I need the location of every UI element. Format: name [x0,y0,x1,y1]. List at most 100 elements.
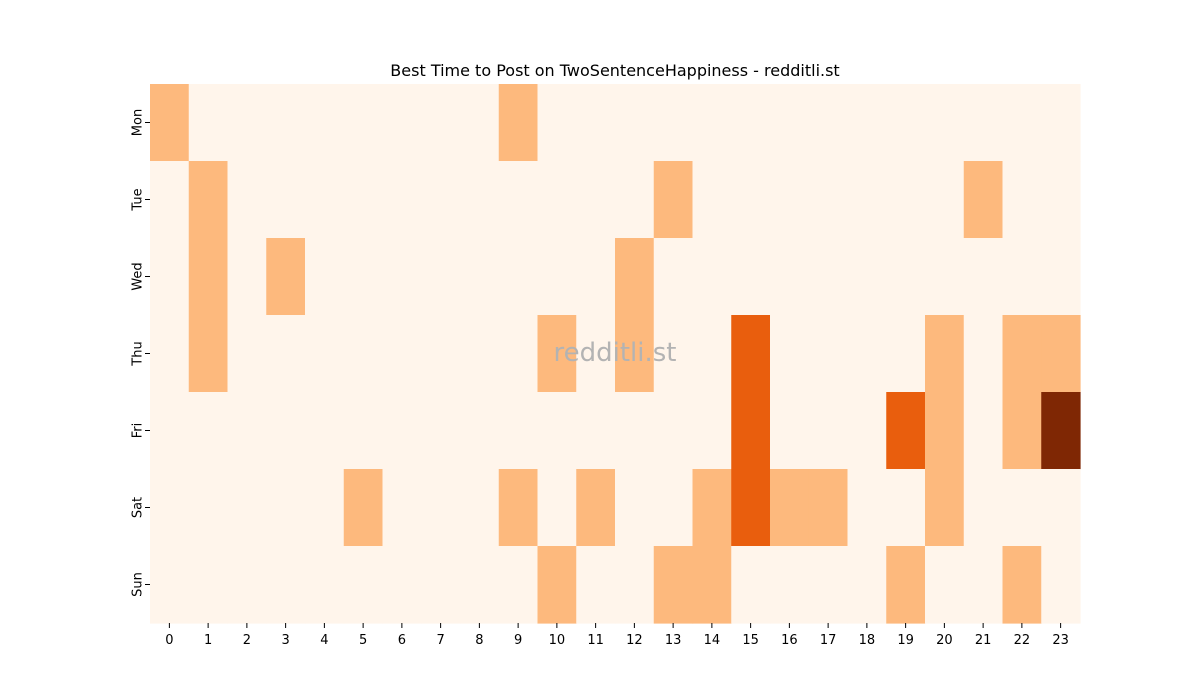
heatmap-cell-fri-9 [498,392,539,470]
heatmap-cell-tue-12 [615,161,655,239]
heatmap-cell-fri-3 [266,392,306,470]
x-tick-label: 18 [859,633,876,648]
heatmap-cell-fri-18 [847,392,887,470]
x-tick-label: 8 [475,633,483,648]
heatmap-cell-wed-2 [227,238,267,316]
heatmap-cell-wed-6 [382,238,422,316]
heatmap-cell-mon-20 [925,84,965,162]
heatmap-cell-sun-20 [925,546,965,624]
heatmap-cell-mon-8 [460,84,500,162]
heatmap-cell-sun-2 [227,546,267,624]
heatmap-cell-mon-5 [343,84,384,162]
heatmap-cell-thu-0 [150,315,190,393]
heatmap-cell-sat-17 [808,469,849,547]
heatmap-cell-sun-19 [886,546,926,624]
heatmap-cell-sun-17 [808,546,849,624]
x-tick-label: 9 [514,633,522,648]
heatmap-cell-wed-20 [925,238,965,316]
heatmap-cell-fri-12 [615,392,655,470]
heatmap-cell-mon-15 [731,84,771,162]
heatmap-cell-tue-6 [382,161,422,239]
heatmap-cell-tue-19 [886,161,926,239]
x-tick-label: 1 [204,633,212,648]
heatmap-cell-thu-5 [343,315,384,393]
heatmap-cell-thu-6 [382,315,422,393]
heatmap-cell-fri-4 [305,392,345,470]
heatmap-cell-tue-11 [576,161,616,239]
heatmap-cell-mon-2 [227,84,267,162]
heatmap-cell-sun-11 [576,546,616,624]
x-tick-label: 20 [936,633,953,648]
heatmap-cell-wed-22 [1002,238,1042,316]
heatmap-cell-sat-16 [770,469,810,547]
heatmap-cell-thu-3 [266,315,306,393]
x-tick-label: 12 [626,633,643,648]
heatmap-cell-sun-3 [266,546,306,624]
heatmap-cell-sun-14 [692,546,732,624]
heatmap-cell-fri-5 [343,392,384,470]
heatmap-cell-tue-1 [188,161,229,239]
x-tick-label: 19 [897,633,914,648]
heatmap-cell-sat-19 [886,469,926,547]
heatmap-cell-tue-3 [266,161,306,239]
heatmap-cell-thu-15 [731,315,771,393]
heatmap-cell-fri-1 [188,392,229,470]
heatmap-cell-tue-14 [692,161,732,239]
heatmap-cell-fri-0 [150,392,190,470]
x-tick-label: 10 [549,633,566,648]
heatmap-cell-sat-13 [653,469,694,547]
heatmap-cell-tue-13 [653,161,694,239]
x-tick-label: 21 [975,633,992,648]
heatmap-cell-wed-14 [692,238,732,316]
heatmap-cell-sat-1 [188,469,229,547]
heatmap-cell-wed-4 [305,238,345,316]
heatmap-cell-sun-4 [305,546,345,624]
heatmap-cell-tue-16 [770,161,810,239]
heatmap-cell-tue-23 [1041,161,1081,239]
heatmap-cell-sat-23 [1041,469,1081,547]
heatmap-cell-tue-21 [963,161,1004,239]
heatmap-cell-mon-17 [808,84,849,162]
x-tick-label: 6 [398,633,406,648]
heatmap-cell-thu-9 [498,315,539,393]
heatmap-cell-mon-16 [770,84,810,162]
heatmap-cell-mon-10 [537,84,577,162]
heatmap-cell-fri-10 [537,392,577,470]
heatmap-cell-wed-9 [498,238,539,316]
x-tick-label: 22 [1014,633,1031,648]
heatmap-cell-tue-15 [731,161,771,239]
heatmap-cell-sat-7 [421,469,461,547]
heatmap-cell-thu-2 [227,315,267,393]
x-tick-label: 16 [781,633,798,648]
heatmap-cell-sun-15 [731,546,771,624]
heatmap-cell-mon-19 [886,84,926,162]
heatmap-cell-tue-20 [925,161,965,239]
x-tick-label: 5 [359,633,367,648]
heatmap-cell-mon-6 [382,84,422,162]
heatmap-cell-tue-4 [305,161,345,239]
heatmap-cell-mon-9 [498,84,539,162]
heatmap-cell-wed-19 [886,238,926,316]
heatmap-cell-sat-8 [460,469,500,547]
heatmap-cell-wed-17 [808,238,849,316]
heatmap-cell-fri-16 [770,392,810,470]
heatmap-cell-sun-5 [343,546,384,624]
heatmap-cell-sat-20 [925,469,965,547]
heatmap-cell-sat-15 [731,469,771,547]
heatmap-cell-tue-5 [343,161,384,239]
y-tick-label: Tue [131,188,146,211]
heatmap-cell-sat-21 [963,469,1004,547]
heatmap-cell-wed-21 [963,238,1004,316]
heatmap-cell-thu-14 [692,315,732,393]
heatmap-cell-mon-13 [653,84,694,162]
heatmap-cell-sat-11 [576,469,616,547]
x-tick-label: 4 [320,633,328,648]
y-tick-label: Fri [131,423,146,439]
x-axis-ticks: 0 1 2 3 4 5 6 7 8 9 10 11 12 13 14 15 16 17 18 19 20 21 22 23 [165,623,1069,648]
x-tick-label: 2 [243,633,251,648]
x-tick-label: 23 [1052,633,1069,648]
heatmap-cell-thu-22 [1002,315,1042,393]
heatmap-cell-wed-18 [847,238,887,316]
heatmap-cell-tue-10 [537,161,577,239]
heatmap-cell-fri-23 [1041,392,1081,470]
